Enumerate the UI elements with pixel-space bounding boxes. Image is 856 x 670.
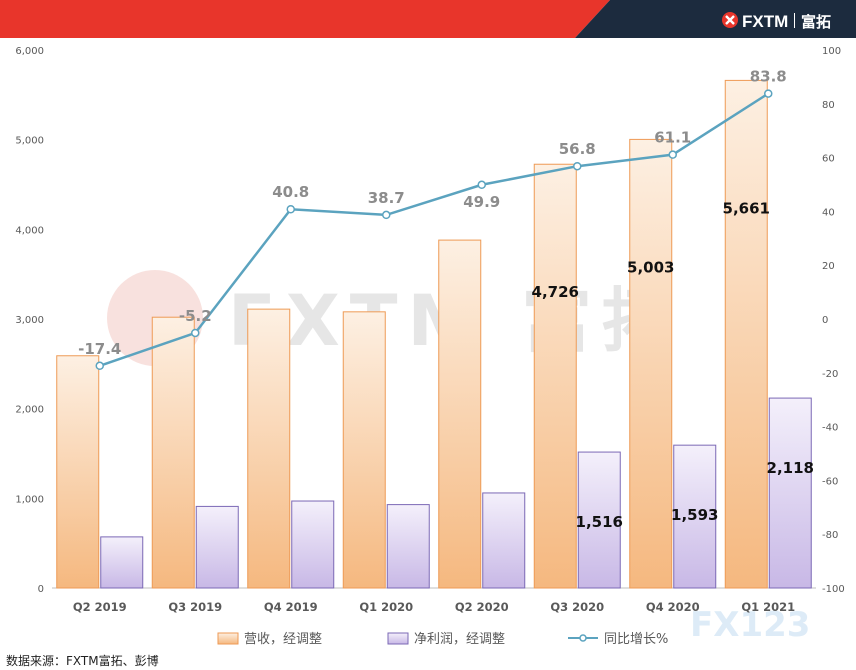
x-tick-label: Q1 2020 (359, 600, 413, 614)
growth-point (382, 210, 391, 220)
right-tick-label: 80 (822, 100, 835, 111)
profit-value-label: 1,516 (576, 513, 623, 531)
profit-value-label: 2,118 (767, 459, 814, 477)
growth-value-label: 56.8 (559, 140, 596, 158)
legend-revenue-swatch (217, 632, 239, 645)
profit-value-label: 1,593 (671, 506, 718, 524)
x-tick-label: Q4 2020 (646, 600, 700, 614)
chart-canvas: FXTM 富拓 FX123 01,0002,0003,0004,0005,000… (15, 46, 845, 647)
x-tick-label: Q3 2020 (550, 600, 604, 614)
logo-cn-text: 富拓 (801, 13, 831, 31)
revenue-value-label: 5,661 (723, 199, 770, 217)
growth-line (95, 89, 773, 371)
right-tick-label: -20 (822, 369, 838, 380)
profit-bar (482, 492, 526, 589)
growth-point (668, 150, 677, 159)
banner-navy-band (575, 0, 856, 38)
banner-red-band (0, 0, 610, 38)
growth-point (573, 161, 582, 171)
x-tick-label: Q4 2019 (264, 600, 318, 614)
growth-value-label: 49.9 (463, 193, 500, 211)
right-tick-label: 100 (822, 46, 841, 57)
right-tick-label: -40 (822, 423, 838, 434)
revenue-bar (629, 138, 673, 589)
revenue-bar (56, 355, 100, 589)
profit-bar (673, 444, 717, 589)
right-tick-label: -100 (822, 584, 845, 595)
legend-profit-label: 净利润，经调整 (414, 632, 505, 647)
profit-bar (100, 536, 144, 589)
left-axis-ticks: 0 1,000 2,000 3,000 4,000 5,000 6,000 (15, 46, 44, 595)
growth-point (764, 89, 773, 98)
right-tick-label: -60 (822, 476, 838, 487)
x-tick-label: Q2 2020 (455, 600, 509, 614)
growth-value-label: 40.8 (272, 183, 309, 201)
logo-divider (794, 13, 795, 28)
revenue-bar (438, 239, 482, 589)
right-tick-label: 60 (822, 154, 835, 165)
fxtm-logo-icon (722, 12, 738, 28)
profit-bar (386, 504, 430, 589)
revenue-bar (247, 308, 291, 589)
growth-value-label: -17.4 (78, 340, 121, 358)
growth-point (477, 180, 486, 190)
profit-bar (195, 505, 239, 589)
x-tick-label: Q3 2019 (168, 600, 222, 614)
growth-value-label: 83.8 (750, 68, 787, 86)
growth-point (286, 204, 295, 214)
left-tick-label: 4,000 (15, 225, 44, 236)
x-axis-ticks: Q2 2019 Q3 2019 Q4 2019 Q1 2020 Q2 2020 Q3 20… (73, 600, 795, 614)
right-tick-label: -80 (822, 530, 838, 541)
left-tick-label: 1,000 (15, 494, 44, 505)
legend-growth-label: 同比增长% (604, 632, 668, 647)
data-labels: 4,726 1,516 5,003 1,593 5,661 2,118 -17.4 -5.2 4… (78, 68, 814, 531)
legend-growth-marker (579, 634, 587, 642)
right-axis-ticks: -100 -80 -60 -40 -20 0 20 40 60 80 100 (822, 46, 845, 595)
x-tick-label: Q1 2021 (741, 600, 795, 614)
header-banner: FXTM 富拓 (0, 0, 856, 38)
right-tick-label: 0 (822, 315, 828, 326)
logo-text: FXTM (742, 12, 788, 31)
profit-bar (577, 451, 621, 589)
growth-point (95, 361, 104, 371)
left-tick-label: 3,000 (15, 315, 44, 326)
growth-point (191, 328, 200, 338)
right-tick-label: 20 (822, 261, 835, 272)
revenue-bar (342, 311, 386, 589)
left-tick-label: 5,000 (15, 136, 44, 147)
revenue-value-label: 4,726 (532, 283, 579, 301)
source-note: 数据来源：FXTM富拓、彭博 (6, 654, 159, 668)
revenue-bar (533, 163, 577, 589)
legend: 营收，经调整 净利润，经调整 同比增长% (217, 632, 668, 647)
revenue-bar (151, 316, 195, 589)
growth-value-label: 61.1 (654, 129, 691, 147)
growth-value-label: 38.7 (368, 189, 405, 207)
revenue-bar (724, 79, 768, 589)
left-tick-label: 0 (38, 584, 44, 595)
bars (56, 79, 812, 589)
left-tick-label: 2,000 (15, 405, 44, 416)
right-tick-label: 40 (822, 207, 835, 218)
profit-bar (291, 500, 335, 589)
legend-revenue-label: 营收，经调整 (244, 632, 322, 647)
revenue-value-label: 5,003 (627, 258, 674, 276)
watermark-corner-text: FX123 (690, 605, 810, 645)
profit-bar (768, 397, 812, 589)
x-tick-label: Q2 2019 (73, 600, 127, 614)
growth-value-label: -5.2 (179, 307, 212, 325)
legend-profit-swatch (387, 632, 409, 645)
left-tick-label: 6,000 (15, 46, 44, 57)
growth-polyline (99, 92, 769, 367)
